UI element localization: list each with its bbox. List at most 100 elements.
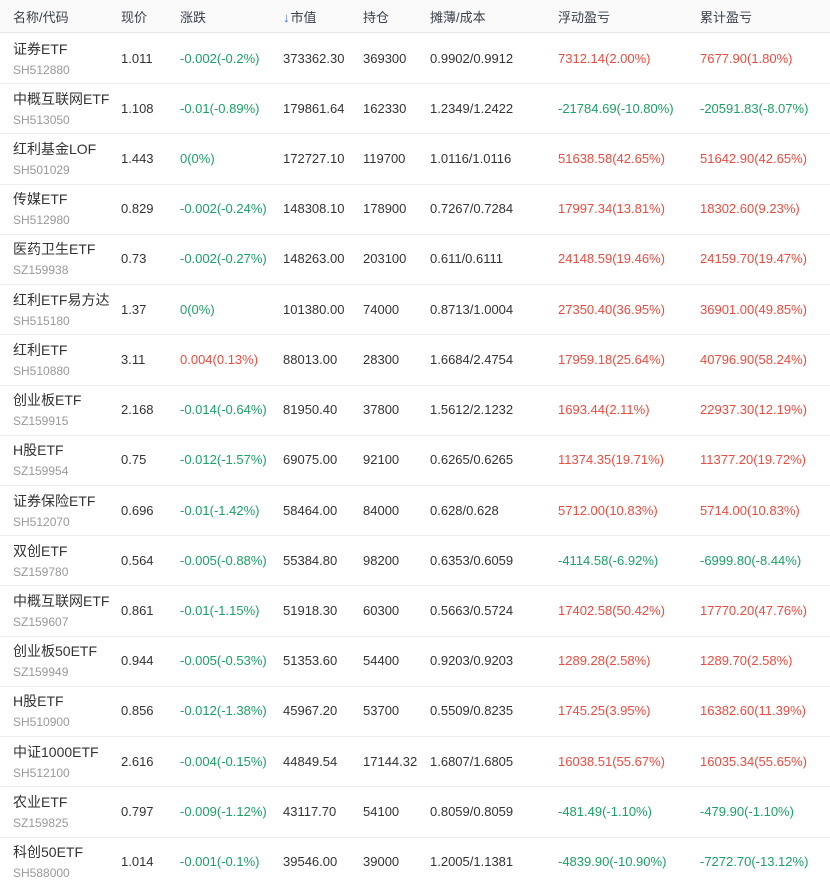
diluted-cost-value: 1.2349/1.2422	[430, 100, 514, 116]
diluted-cost-value: 0.6265/0.6265	[430, 452, 514, 468]
current-price: 1.37	[121, 301, 147, 317]
etf-name: 红利基金LOF	[13, 141, 97, 158]
change-value: -0.012(-1.38%)	[180, 703, 267, 719]
change-value: -0.005(-0.88%)	[180, 552, 267, 568]
floating-pl-value: 17997.34(13.81%)	[558, 201, 665, 217]
table-row[interactable]: 传媒ETF SH512980 0.829 -0.002(-0.24%) 1483…	[0, 183, 830, 234]
etf-code: SZ159915	[13, 414, 69, 429]
market-value: 58464.00	[283, 502, 338, 518]
diluted-cost-value: 0.7267/0.7284	[430, 201, 514, 217]
col-header-position[interactable]: 持仓	[363, 9, 390, 25]
col-header-market-value[interactable]: ↓市值	[283, 7, 363, 26]
table-row[interactable]: 创业板ETF SZ159915 2.168 -0.014(-0.64%) 819…	[0, 384, 830, 435]
current-price: 0.856	[121, 703, 154, 719]
position-value: 74000	[363, 301, 400, 317]
current-price: 0.797	[121, 803, 154, 819]
current-price: 1.011	[121, 50, 153, 66]
cumulative-pl-value: 18302.60(9.23%)	[700, 201, 800, 217]
current-price: 0.861	[121, 603, 154, 619]
etf-code: SH510880	[13, 363, 70, 378]
etf-code: SZ159949	[13, 665, 69, 680]
col-header-current-price[interactable]: 现价	[121, 9, 148, 25]
table-row[interactable]: 红利ETF易方达 SH515180 1.37 0(0%) 101380.00 7…	[0, 284, 830, 335]
name-code-cell: 红利ETF SH510880	[13, 340, 121, 379]
change-value: -0.01(-1.15%)	[180, 603, 260, 619]
cumulative-pl-value: 40796.90(58.24%)	[700, 351, 807, 367]
name-code-cell: 农业ETF SZ159825	[13, 792, 121, 831]
name-code-cell: 中概互联网ETF SZ159607	[13, 591, 121, 630]
etf-code: SZ159954	[13, 464, 69, 479]
diluted-cost-value: 1.6807/1.6805	[430, 753, 514, 769]
col-header-diluted-cost[interactable]: 摊薄/成本	[430, 9, 486, 25]
name-code-cell: H股ETF SH510900	[13, 691, 121, 730]
etf-name: 中概互联网ETF	[13, 593, 110, 610]
etf-name: 红利ETF易方达	[13, 291, 110, 308]
market-value: 69075.00	[283, 452, 338, 468]
floating-pl-value: -4114.58(-6.92%)	[558, 552, 659, 568]
table-row[interactable]: H股ETF SZ159954 0.75 -0.012(-1.57%) 69075…	[0, 434, 830, 485]
col-header-market-value-label: 市值	[290, 9, 317, 25]
current-price: 0.73	[121, 251, 147, 267]
market-value: 81950.40	[283, 402, 338, 418]
etf-code: SH512070	[13, 514, 70, 529]
col-header-floating-pl[interactable]: 浮动盈亏	[558, 9, 611, 25]
market-value: 44849.54	[283, 753, 338, 769]
table-row[interactable]: 创业板50ETF SZ159949 0.944 -0.005(-0.53%) 5…	[0, 635, 830, 686]
position-value: 39000	[363, 854, 400, 870]
table-row[interactable]: 红利ETF SH510880 3.11 0.004(0.13%) 88013.0…	[0, 334, 830, 385]
table-row[interactable]: 红利基金LOF SH501029 1.443 0(0%) 172727.10 1…	[0, 133, 830, 184]
cumulative-pl-value: -7272.70(-13.12%)	[700, 854, 809, 870]
cumulative-pl-value: 7677.90(1.80%)	[700, 50, 793, 66]
position-value: 92100	[363, 452, 400, 468]
table-row[interactable]: 医药卫生ETF SZ159938 0.73 -0.002(-0.27%) 148…	[0, 233, 830, 285]
table-row[interactable]: 证券保险ETF SH512070 0.696 -0.01(-1.42%) 584…	[0, 484, 830, 536]
etf-name: 创业板ETF	[13, 392, 82, 409]
cumulative-pl-value: -6999.80(-8.44%)	[700, 552, 802, 568]
table-row[interactable]: 中证1000ETF SH512100 2.616 -0.004(-0.15%) …	[0, 736, 830, 787]
etf-name: 农业ETF	[13, 793, 68, 810]
table-row[interactable]: 中概互联网ETF SH513050 1.108 -0.01(-0.89%) 17…	[0, 83, 830, 134]
current-price: 2.168	[121, 402, 154, 418]
etf-name: 证券保险ETF	[13, 492, 96, 509]
table-row[interactable]: H股ETF SH510900 0.856 -0.012(-1.38%) 4596…	[0, 685, 830, 737]
etf-name: H股ETF	[13, 442, 64, 459]
market-value: 55384.80	[283, 552, 338, 568]
current-price: 0.564	[121, 552, 154, 568]
market-value: 101380.00	[283, 301, 345, 317]
current-price: 0.696	[121, 502, 154, 518]
market-value: 179861.64	[283, 100, 345, 116]
name-code-cell: 证券保险ETF SH512070	[13, 491, 121, 530]
table-row[interactable]: 科创50ETF SH588000 1.014 -0.001(-0.1%) 395…	[0, 836, 830, 887]
col-header-name-code[interactable]: 名称/代码	[13, 9, 69, 25]
name-code-cell: 双创ETF SZ159780	[13, 541, 121, 580]
col-header-change[interactable]: 涨跌	[180, 9, 207, 25]
position-value: 84000	[363, 502, 400, 518]
name-code-cell: 创业板ETF SZ159915	[13, 390, 121, 429]
etf-name: 传媒ETF	[13, 191, 68, 208]
table-row[interactable]: 证券ETF SH512880 1.011 -0.002(-0.2%) 37336…	[0, 33, 830, 84]
market-value: 148263.00	[283, 251, 345, 267]
table-row[interactable]: 中概互联网ETF SZ159607 0.861 -0.01(-1.15%) 51…	[0, 585, 830, 636]
etf-name: 红利ETF	[13, 341, 68, 358]
position-value: 28300	[363, 351, 400, 367]
current-price: 0.75	[121, 452, 147, 468]
etf-name: 创业板50ETF	[13, 643, 98, 660]
position-value: 53700	[363, 703, 400, 719]
name-code-cell: 医药卫生ETF SZ159938	[13, 239, 121, 278]
change-value: -0.01(-1.42%)	[180, 502, 260, 518]
current-price: 3.11	[121, 351, 146, 367]
floating-pl-value: 5712.00(10.83%)	[558, 502, 658, 518]
etf-name: 证券ETF	[13, 40, 68, 57]
etf-code: SZ159607	[13, 615, 69, 630]
floating-pl-value: 11374.35(19.71%)	[558, 452, 665, 468]
table-row[interactable]: 农业ETF SZ159825 0.797 -0.009(-1.12%) 4311…	[0, 786, 830, 837]
position-value: 17144.32	[363, 753, 418, 769]
cumulative-pl-value: 16382.60(11.39%)	[700, 703, 807, 719]
floating-pl-value: 24148.59(19.46%)	[558, 251, 665, 267]
col-header-cumulative-pl[interactable]: 累计盈亏	[700, 9, 753, 25]
table-row[interactable]: 双创ETF SZ159780 0.564 -0.005(-0.88%) 5538…	[0, 535, 830, 586]
floating-pl-value: 51638.58(42.65%)	[558, 151, 665, 167]
change-value: -0.002(-0.24%)	[180, 201, 267, 217]
position-value: 162330	[363, 100, 407, 116]
name-code-cell: 科创50ETF SH588000	[13, 842, 121, 881]
